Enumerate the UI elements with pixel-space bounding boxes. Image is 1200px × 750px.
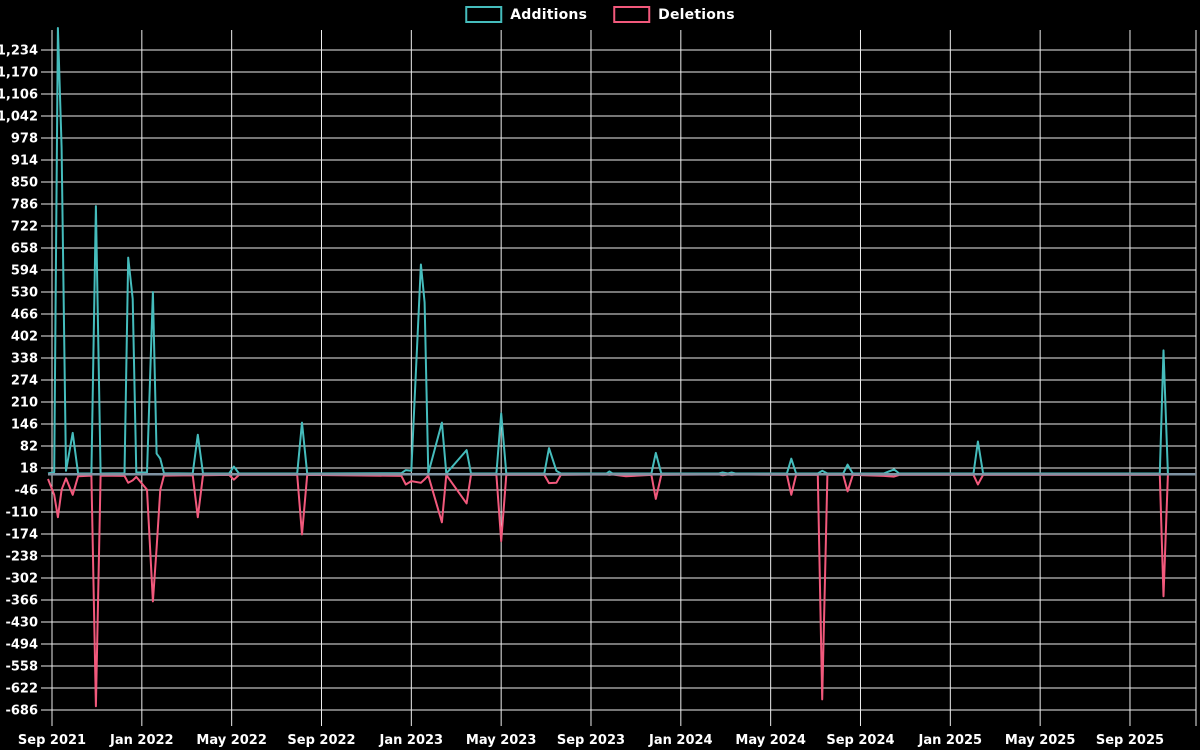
y-tick-label: 722 — [11, 220, 38, 235]
x-tick-label: Sep 2023 — [557, 733, 625, 748]
legend-item-deletions: Deletions — [613, 6, 735, 23]
y-tick-label: -686 — [5, 704, 38, 719]
y-tick-label: 850 — [11, 176, 38, 191]
additions-line — [47, 27, 1169, 475]
x-tick-labels: Sep 2021 Jan 2022 May 2022 Sep 2022 Jan 2023… — [18, 733, 1164, 748]
y-tick-label: -238 — [5, 550, 38, 565]
y-tick-label: 1,106 — [0, 88, 38, 103]
y-tick-label: 18 — [20, 462, 38, 477]
y-tick-label: -622 — [5, 682, 38, 697]
y-tick-label: 1,234 — [0, 44, 38, 59]
y-tick-label: -494 — [5, 638, 38, 653]
series-lines — [47, 27, 1169, 708]
x-tick-label: Jan 2025 — [918, 733, 983, 748]
chart-legend: Additions Deletions — [465, 6, 735, 23]
x-tick-label: Sep 2021 — [18, 733, 86, 748]
x-tick-label: May 2025 — [1005, 733, 1076, 748]
y-tick-label: -430 — [5, 616, 38, 631]
x-tick-label: May 2024 — [735, 733, 806, 748]
x-tick-label: Jan 2023 — [379, 733, 444, 748]
legend-item-additions: Additions — [465, 6, 587, 23]
additions-swatch-icon — [465, 6, 503, 23]
x-tick-label: May 2023 — [466, 733, 537, 748]
y-tick-label: 402 — [11, 330, 38, 345]
y-tick-label: -302 — [5, 572, 38, 587]
x-tick-label: Sep 2024 — [826, 733, 894, 748]
x-gridlines — [51, 30, 1197, 726]
y-tick-label: 786 — [11, 198, 38, 213]
y-tick-label: 978 — [11, 132, 38, 147]
y-tick-label: 274 — [11, 374, 38, 389]
y-tick-label: -110 — [5, 506, 38, 521]
deletions-swatch-icon — [613, 6, 651, 23]
y-tick-label: 914 — [11, 154, 38, 169]
y-tick-label: 594 — [11, 264, 38, 279]
deletions-line — [47, 473, 1169, 708]
legend-label-additions: Additions — [510, 6, 588, 23]
y-tick-label: -558 — [5, 660, 38, 675]
y-tick-label: 1,170 — [0, 66, 38, 81]
x-tick-label: May 2022 — [196, 733, 267, 748]
y-tick-label: 658 — [11, 242, 38, 257]
y-tick-labels: 1,234 1,170 1,106 1,042 978 914 850 786 722 658 59… — [0, 44, 38, 719]
y-tick-label: 466 — [11, 308, 38, 323]
x-tick-label: Jan 2024 — [648, 733, 713, 748]
x-tick-label: Sep 2022 — [287, 733, 355, 748]
y-tick-label: -366 — [5, 594, 38, 609]
y-tick-label: 1,042 — [0, 110, 38, 125]
x-tick-label: Sep 2025 — [1096, 733, 1164, 748]
y-tick-label: 82 — [20, 440, 38, 455]
legend-label-deletions: Deletions — [658, 6, 735, 23]
y-tick-label: 210 — [11, 396, 38, 411]
y-tick-label: 530 — [11, 286, 38, 301]
y-tick-label: -46 — [15, 484, 39, 499]
x-tick-label: Jan 2022 — [109, 733, 174, 748]
y-tick-label: 146 — [11, 418, 38, 433]
y-tick-label: 338 — [11, 352, 38, 367]
y-tick-label: -174 — [5, 528, 38, 543]
y-gridlines — [41, 49, 1196, 711]
